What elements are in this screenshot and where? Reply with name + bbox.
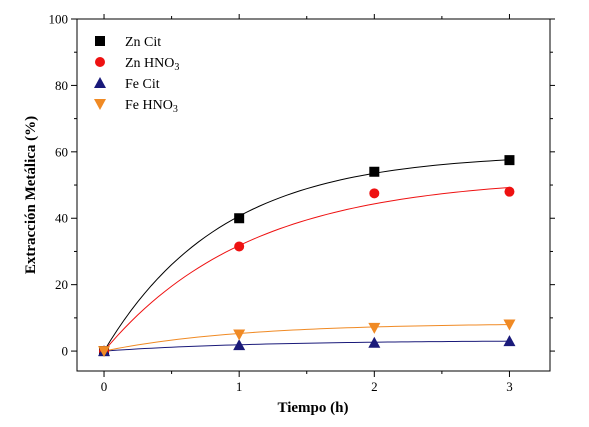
data-point xyxy=(368,322,381,334)
fit-curve xyxy=(103,340,510,352)
x-axis-title: Tiempo (h) xyxy=(278,400,349,416)
data-point xyxy=(368,336,381,348)
data-point xyxy=(234,213,245,224)
plot-frame xyxy=(76,18,551,372)
data-point xyxy=(369,166,380,177)
y-tick-label: 60 xyxy=(55,144,68,159)
legend-label: Zn HNO3 xyxy=(125,56,179,73)
x-tick-label: 1 xyxy=(236,379,243,394)
data-point xyxy=(234,241,245,252)
y-tick-label: 0 xyxy=(62,344,69,359)
data-point xyxy=(503,335,516,347)
ticks-layer: 0 1 2 3 0 20 40 60 80 100 xyxy=(49,12,555,394)
y-tick-label: 80 xyxy=(55,78,68,93)
legend-marker xyxy=(94,99,106,110)
legend-label: Zn Cit xyxy=(125,35,161,50)
data-point xyxy=(233,339,246,351)
y-axis-title: Extracción Metálica (%) xyxy=(23,116,39,274)
y-tick-label: 100 xyxy=(49,12,69,27)
fit-curve xyxy=(103,324,510,352)
legend-label: Fe HNO3 xyxy=(125,98,178,115)
fit-curves xyxy=(103,159,510,352)
legend-marker xyxy=(94,77,106,88)
data-point xyxy=(503,319,516,331)
data-markers xyxy=(98,155,516,358)
x-tick-label: 3 xyxy=(506,379,513,394)
legend-marker xyxy=(95,57,105,67)
x-tick-label: 0 xyxy=(101,379,108,394)
data-point xyxy=(369,188,380,199)
x-tick-label: 2 xyxy=(371,379,378,394)
fit-curve xyxy=(103,186,510,352)
legend-marker xyxy=(95,36,105,46)
data-point xyxy=(98,346,111,358)
data-point xyxy=(504,155,515,166)
data-point xyxy=(504,186,515,197)
data-point xyxy=(233,329,246,341)
y-tick-label: 20 xyxy=(55,277,68,292)
legend: Zn Cit Zn HNO3 Fe Cit Fe HNO3 xyxy=(94,35,179,115)
y-tick-label: 40 xyxy=(55,211,68,226)
fit-curve xyxy=(103,159,510,352)
legend-label: Fe Cit xyxy=(125,77,160,92)
